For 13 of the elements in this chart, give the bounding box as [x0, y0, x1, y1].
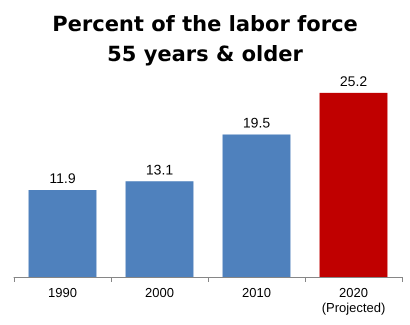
x-tick-label: 2020 (Projected) [322, 285, 386, 315]
x-tick-label: 2010 [242, 285, 271, 300]
bar [222, 134, 290, 277]
data-label: 25.2 [340, 72, 368, 89]
bar [320, 92, 388, 277]
chart-title: Percent of the labor force 55 years & older [52, 12, 358, 66]
data-label: 19.5 [242, 114, 270, 131]
bar [28, 190, 96, 277]
data-label: 13.1 [146, 161, 174, 178]
data-label: 11.9 [49, 170, 76, 186]
x-tick-label: 2000 [145, 285, 174, 300]
bar [126, 181, 194, 277]
x-tick-label: 1990 [48, 285, 77, 300]
